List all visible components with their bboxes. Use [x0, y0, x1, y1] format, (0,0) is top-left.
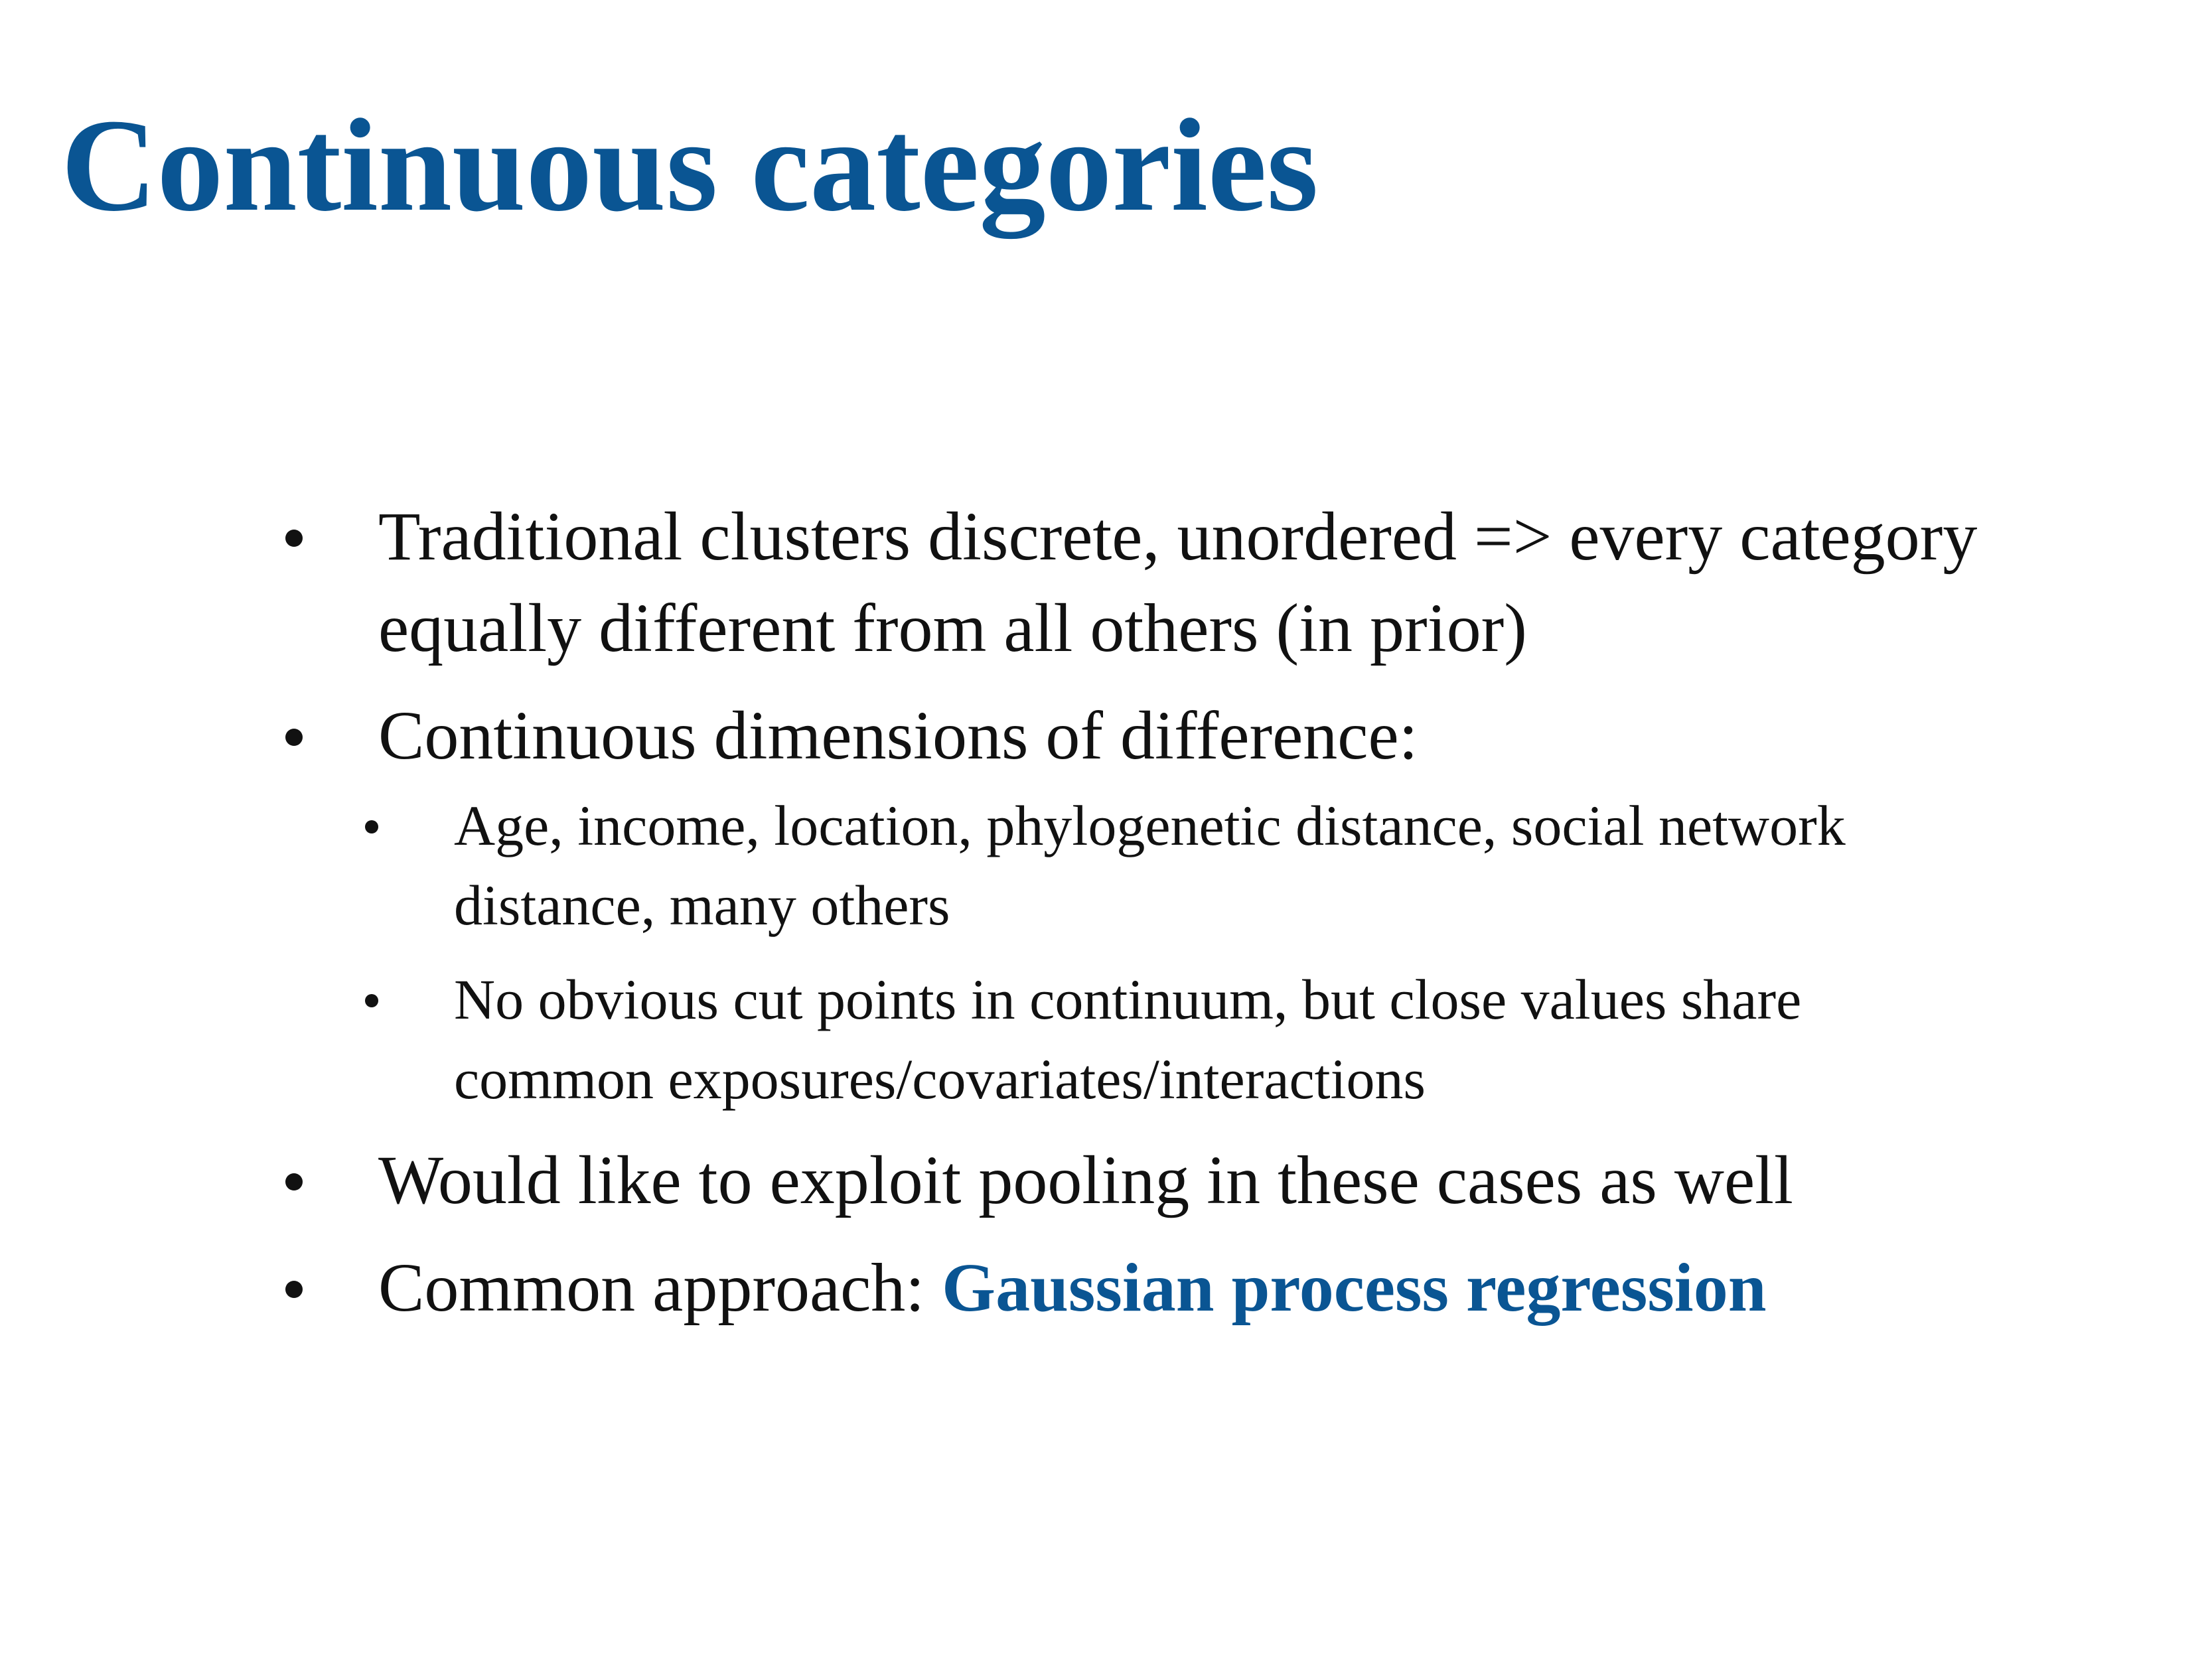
bullet-text: Would like to exploit pooling in these c… [378, 1142, 1793, 1218]
bullet-item: Common approach: Gaussian process regres… [279, 1242, 2004, 1334]
sub-bullet-dot-icon [365, 820, 378, 833]
bullet-dot-icon [285, 1281, 303, 1298]
bullet-item: Would like to exploit pooling in these c… [279, 1135, 2004, 1226]
bullet-item: Continuous dimensions of difference: Age… [279, 690, 2004, 1119]
sub-bullet-list: Age, income, location, phylogenetic dist… [358, 786, 1984, 1119]
sub-bullet-text: No obvious cut points in continuum, but … [454, 968, 1802, 1111]
slide-title: Continuous categories [61, 92, 1319, 239]
bullet-list: Traditional clusters discrete, unordered… [279, 491, 2004, 1350]
sub-bullet-item: Age, income, location, phylogenetic dist… [358, 786, 1984, 945]
bullet-dot-icon [285, 530, 303, 547]
bullet-text: Common approach: [378, 1250, 942, 1326]
bullet-text: Continuous dimensions of difference: [378, 697, 1418, 774]
sub-bullet-text: Age, income, location, phylogenetic dist… [454, 794, 1846, 937]
sub-bullet-item: No obvious cut points in continuum, but … [358, 960, 1984, 1119]
highlight-term: Gaussian process regression [942, 1250, 1767, 1326]
bullet-text: Traditional clusters discrete, unordered… [378, 498, 1978, 666]
bullet-item: Traditional clusters discrete, unordered… [279, 491, 2004, 674]
bullet-dot-icon [285, 1173, 303, 1190]
sub-bullet-dot-icon [365, 994, 378, 1007]
bullet-dot-icon [285, 729, 303, 746]
